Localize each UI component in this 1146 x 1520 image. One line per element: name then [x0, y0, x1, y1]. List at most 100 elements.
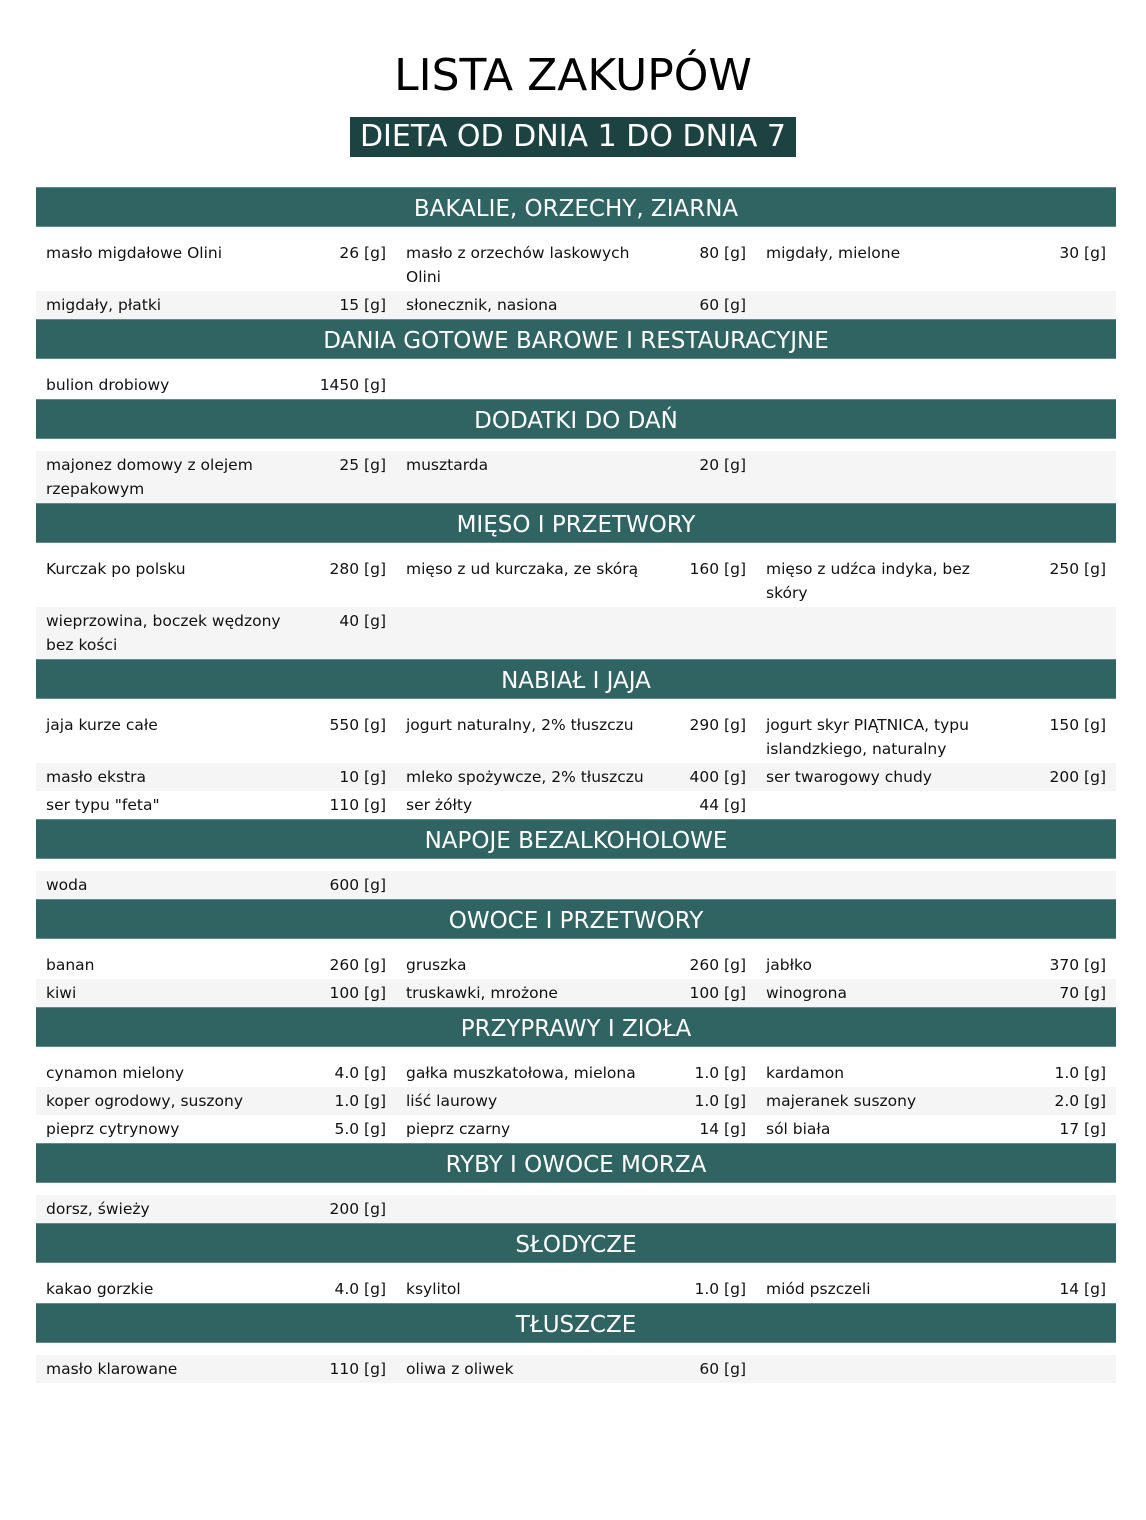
item-amount: 160 [g]: [689, 560, 746, 578]
empty-cell: [396, 373, 756, 397]
item-amount: 100 [g]: [689, 984, 746, 1002]
page-title: LISTA ZAKUPÓW: [394, 50, 752, 101]
item-amount: 25 [g]: [339, 456, 386, 474]
shopping-list: BAKALIE, ORZECHY, ZIARNA masło migdałowe …: [36, 187, 1116, 1383]
empty-cell: [756, 453, 1116, 501]
category-items: Kurczak po polsku 280 [g] mięso z ud kurcz…: [36, 543, 1116, 659]
item-amount: 150 [g]: [1049, 716, 1106, 734]
item-name: banan: [46, 956, 95, 974]
table-row: masło klarowane 110 [g] oliwa z oliwek 60 […: [36, 1355, 1116, 1383]
item-name: ser twarogowy chudy: [766, 768, 932, 786]
table-row: ser typu "feta" 110 [g] ser żółty 44 [g]: [36, 791, 1116, 819]
list-item: mięso z ud kurczaka, ze skórą 160 [g]: [396, 557, 756, 605]
item-amount: 60 [g]: [699, 296, 746, 314]
category-section: DODATKI DO DAŃ majonez domowy z olejem rz…: [36, 399, 1116, 503]
category-section: TŁUSZCZE masło klarowane 110 [g] oliwa z ol…: [36, 1303, 1116, 1383]
item-amount: 550 [g]: [329, 716, 386, 734]
item-amount: 15 [g]: [339, 296, 386, 314]
item-amount: 1.0 [g]: [334, 1092, 386, 1110]
category-section: RYBY I OWOCE MORZA dorsz, świeży 200 [g]: [36, 1143, 1116, 1223]
category-items: woda 600 [g]: [36, 859, 1116, 899]
category-header: BAKALIE, ORZECHY, ZIARNA: [36, 187, 1116, 227]
category-header: SŁODYCZE: [36, 1223, 1116, 1263]
item-name: masło migdałowe Olini: [46, 244, 223, 262]
item-amount: 4.0 [g]: [334, 1280, 386, 1298]
item-amount: 60 [g]: [699, 1360, 746, 1378]
item-name: jogurt naturalny, 2% tłuszczu: [406, 716, 634, 734]
table-row: wieprzowina, boczek wędzony bez kości 40 …: [36, 607, 1116, 659]
list-item: koper ogrodowy, suszony 1.0 [g]: [36, 1089, 396, 1113]
table-row: kiwi 100 [g] truskawki, mrożone 100 [g] wino…: [36, 979, 1116, 1007]
item-amount: 44 [g]: [699, 796, 746, 814]
item-amount: 250 [g]: [1049, 560, 1106, 578]
item-name: jabłko: [766, 956, 812, 974]
item-name: dorsz, świeży: [46, 1200, 150, 1218]
item-name: bulion drobiowy: [46, 376, 170, 394]
item-name: kiwi: [46, 984, 77, 1002]
category-header: RYBY I OWOCE MORZA: [36, 1143, 1116, 1183]
item-amount: 600 [g]: [329, 876, 386, 894]
item-name: gałka muszkatołowa, mielona: [406, 1064, 636, 1082]
table-row: cynamon mielony 4.0 [g] gałka muszkatołowa…: [36, 1059, 1116, 1087]
category-header: OWOCE I PRZETWORY: [36, 899, 1116, 939]
category-header: PRZYPRAWY I ZIOŁA: [36, 1007, 1116, 1047]
item-name: winogrona: [766, 984, 847, 1002]
item-amount: 1.0 [g]: [694, 1092, 746, 1110]
item-amount: 4.0 [g]: [334, 1064, 386, 1082]
category-section: DANIA GOTOWE BAROWE I RESTAURACYJNE bulio…: [36, 319, 1116, 399]
item-name: oliwa z oliwek: [406, 1360, 514, 1378]
empty-cell: [756, 609, 1116, 657]
category-header: NAPOJE BEZALKOHOLOWE: [36, 819, 1116, 859]
list-item: migdały, mielone 30 [g]: [756, 241, 1116, 289]
item-name: kardamon: [766, 1064, 845, 1082]
category-header: NABIAŁ I JAJA: [36, 659, 1116, 699]
item-amount: 1.0 [g]: [1054, 1064, 1106, 1082]
category-header: DODATKI DO DAŃ: [36, 399, 1116, 439]
item-name: migdały, płatki: [46, 296, 162, 314]
category-section: NAPOJE BEZALKOHOLOWE woda 600 [g]: [36, 819, 1116, 899]
empty-cell: [756, 793, 1116, 817]
item-amount: 260 [g]: [689, 956, 746, 974]
empty-cell: [756, 373, 1116, 397]
item-name: ksylitol: [406, 1280, 461, 1298]
list-item: masło klarowane 110 [g]: [36, 1357, 396, 1381]
item-amount: 110 [g]: [329, 796, 386, 814]
item-name: jaja kurze całe: [46, 716, 158, 734]
category-section: BAKALIE, ORZECHY, ZIARNA masło migdałowe …: [36, 187, 1116, 319]
item-name: majeranek suszony: [766, 1092, 917, 1110]
list-item: gruszka 260 [g]: [396, 953, 756, 977]
category-items: dorsz, świeży 200 [g]: [36, 1183, 1116, 1223]
subtitle-container: DIETA OD DNIA 1 DO DNIA 7: [0, 117, 1146, 157]
table-row: koper ogrodowy, suszony 1.0 [g] liść lauro…: [36, 1087, 1116, 1115]
list-item: ksylitol 1.0 [g]: [396, 1277, 756, 1301]
empty-cell: [396, 609, 756, 657]
table-row: pieprz cytrynowy 5.0 [g] pieprz czarny 14 […: [36, 1115, 1116, 1143]
category-items: banan 260 [g] gruszka 260 [g] jabłko 370 [g] k…: [36, 939, 1116, 1007]
list-item: masło ekstra 10 [g]: [36, 765, 396, 789]
item-amount: 1450 [g]: [319, 376, 386, 394]
item-name: koper ogrodowy, suszony: [46, 1092, 244, 1110]
list-item: kiwi 100 [g]: [36, 981, 396, 1005]
list-item: gałka muszkatołowa, mielona 1.0 [g]: [396, 1061, 756, 1085]
item-amount: 10 [g]: [339, 768, 386, 786]
table-row: jaja kurze całe 550 [g] jogurt naturalny, …: [36, 711, 1116, 763]
item-amount: 30 [g]: [1059, 244, 1106, 262]
empty-cell: [756, 1197, 1116, 1221]
item-name: jogurt skyr PIĄTNICA, typu islandzkiego,…: [766, 716, 969, 758]
empty-cell: [756, 293, 1116, 317]
empty-cell: [396, 1197, 756, 1221]
item-name: miód pszczeli: [766, 1280, 871, 1298]
list-item: słonecznik, nasiona 60 [g]: [396, 293, 756, 317]
category-section: NABIAŁ I JAJA jaja kurze całe 550 [g] jogur…: [36, 659, 1116, 819]
category-items: masło migdałowe Olini 26 [g] masło z orzec…: [36, 227, 1116, 319]
list-item: majeranek suszony 2.0 [g]: [756, 1089, 1116, 1113]
empty-cell: [756, 1357, 1116, 1381]
table-row: masło migdałowe Olini 26 [g] masło z orzec…: [36, 239, 1116, 291]
item-amount: 100 [g]: [329, 984, 386, 1002]
item-amount: 370 [g]: [1049, 956, 1106, 974]
table-row: banan 260 [g] gruszka 260 [g] jabłko 370 [g]: [36, 951, 1116, 979]
empty-cell: [396, 873, 756, 897]
list-item: ser twarogowy chudy 200 [g]: [756, 765, 1116, 789]
item-name: migdały, mielone: [766, 244, 901, 262]
item-name: gruszka: [406, 956, 467, 974]
